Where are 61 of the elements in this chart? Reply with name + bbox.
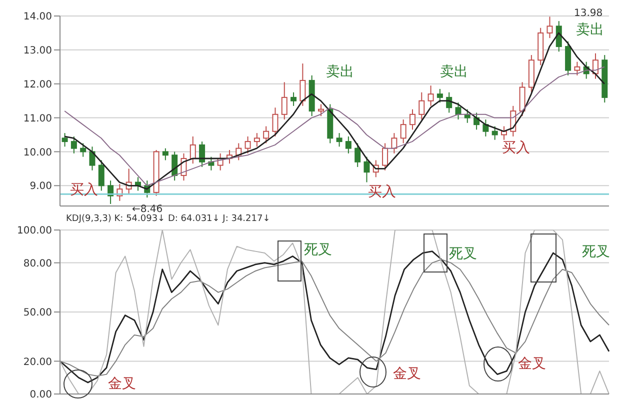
chart-title: KDJ(9,3,3) K: 54.093↓ D: 64.031↓ J: 34.217↓ [66,214,270,224]
y-tick-label: 50.00 [23,308,52,319]
candlestick [190,136,196,164]
candlestick [556,20,562,52]
annotation: 金叉 [108,376,136,392]
annotation: 金叉 [393,366,421,382]
candlestick [428,85,434,106]
candlestick [546,16,553,39]
annotation: 卖出 [576,22,604,38]
candlestick [565,40,572,76]
candlestick [364,156,370,183]
annotation: 13.98 [574,8,603,20]
y-tick-label: 0.00 [30,390,52,401]
candlestick [482,118,489,137]
candlestick [391,132,398,154]
candlestick [409,108,416,130]
candlestick [418,92,425,120]
y-tick-label: 20.00 [23,356,52,368]
candlestick [244,136,251,154]
candlestick [436,88,443,104]
candlestick [80,142,86,158]
candlestick [574,61,580,76]
candlestick [492,126,498,140]
candlestick [70,136,77,154]
y-tick-label: 14.00 [23,12,52,23]
candlestick [300,63,306,106]
candlestick [318,104,324,117]
candlestick [62,132,68,148]
y-tick-label: 10.00 [23,147,52,158]
candlestick [281,82,288,120]
candlestick [290,92,297,106]
candlestick [519,82,526,117]
candlestick [89,146,96,171]
annotation: 买入 [502,140,530,156]
candlestick [400,118,406,144]
candlestick [98,160,104,192]
candlestick [455,102,462,120]
annotation: 卖出 [326,64,354,80]
candlestick [272,107,278,137]
candlestick [162,148,168,161]
annotation: 金叉 [518,356,546,372]
annotation: 死叉 [304,242,332,258]
candlestick [500,126,507,140]
y-tick-label: 13.00 [23,45,52,56]
y-tick-label: 11.00 [23,113,52,124]
annotation: 卖出 [440,64,468,80]
y-tick-label: 80.00 [23,258,52,270]
y-tick-label: 100.00 [17,226,52,237]
annotation: 死叉 [449,246,477,262]
candlestick [345,136,352,154]
candlestick [354,142,361,168]
candlestick [336,132,342,148]
candlestick [254,132,260,148]
y-tick-label: 12.00 [23,79,52,90]
annotation: ←8.46 [132,204,163,215]
candlestick [199,141,206,168]
candlestick [382,142,388,171]
candlestick [108,180,114,204]
annotation: 死叉 [582,244,610,260]
candlestick [263,126,270,144]
y-tick-label: 9.00 [30,181,52,192]
